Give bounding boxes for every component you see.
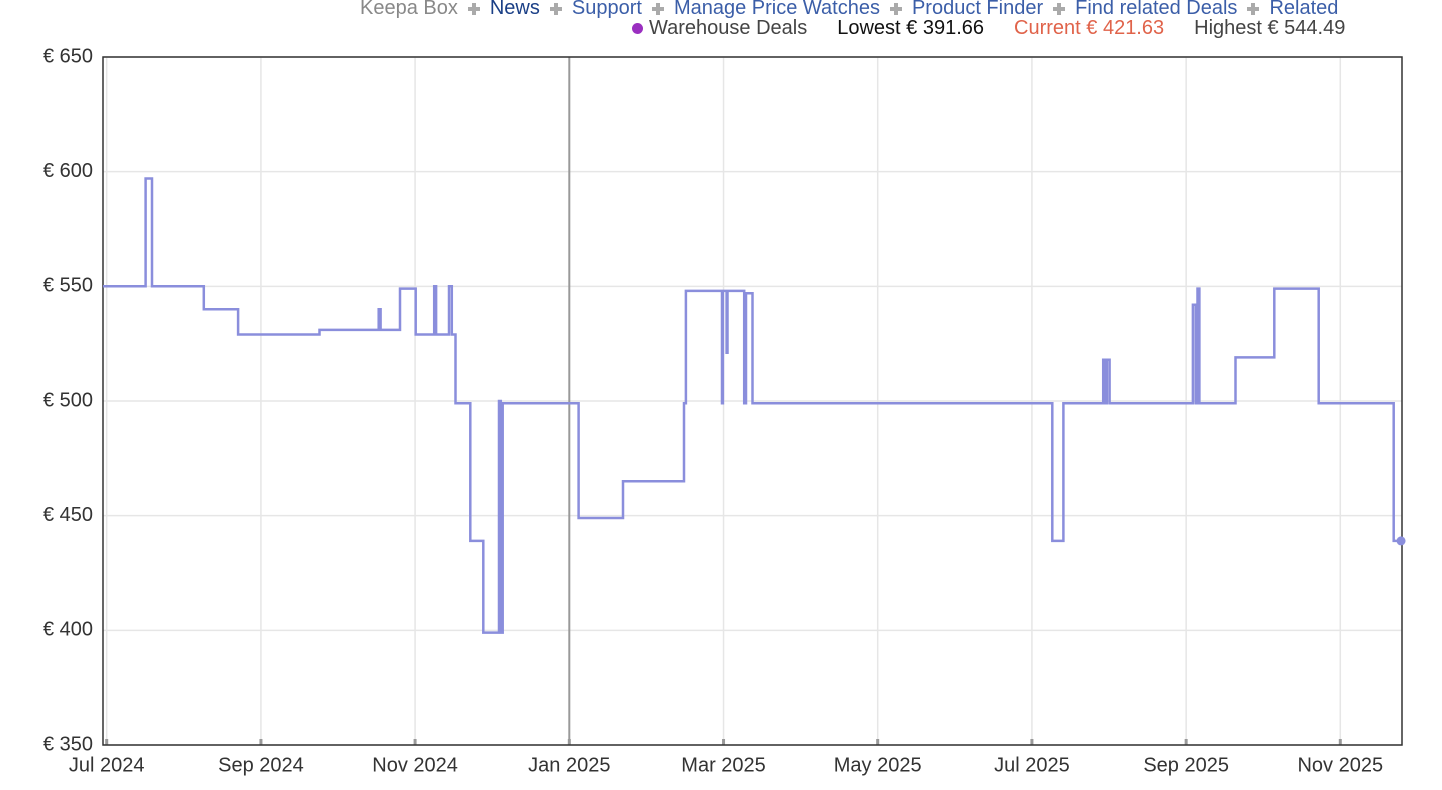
nav-separator bbox=[1247, 2, 1260, 15]
x-tick-label: May 2025 bbox=[834, 754, 922, 776]
nav-separator bbox=[889, 2, 902, 15]
nav-link[interactable]: News bbox=[489, 0, 540, 19]
nav-link[interactable]: Support bbox=[571, 0, 642, 19]
nav-link[interactable]: Keepa Box bbox=[360, 0, 458, 19]
nav-link[interactable]: Related bbox=[1269, 0, 1339, 19]
y-tick-label: € 650 bbox=[43, 45, 93, 67]
nav-link[interactable]: Manage Price Watches bbox=[673, 0, 880, 19]
price-line bbox=[103, 177, 1402, 634]
x-tick-label: Nov 2024 bbox=[372, 754, 458, 776]
end-point bbox=[1396, 536, 1406, 546]
nav-separator bbox=[1053, 2, 1066, 15]
x-tick-label: Jul 2024 bbox=[69, 754, 145, 776]
nav-link[interactable]: Product Finder bbox=[911, 0, 1044, 19]
legend-marker bbox=[632, 23, 643, 34]
x-tick-label: Jul 2025 bbox=[994, 754, 1070, 776]
y-tick-label: € 600 bbox=[43, 160, 93, 182]
x-tick-label: Sep 2024 bbox=[218, 754, 304, 776]
x-tick-label: Mar 2025 bbox=[681, 754, 766, 776]
nav-separator bbox=[549, 2, 562, 15]
nav-separator bbox=[467, 2, 480, 15]
x-tick-label: Sep 2025 bbox=[1143, 754, 1229, 776]
x-tick-label: Nov 2025 bbox=[1297, 754, 1383, 776]
price-stat: Lowest € 391.66 bbox=[837, 17, 985, 39]
y-tick-label: € 400 bbox=[43, 619, 93, 641]
y-tick-label: € 500 bbox=[43, 389, 93, 411]
y-tick-label: € 550 bbox=[43, 275, 93, 297]
nav-separator bbox=[651, 2, 664, 15]
nav-bar: Keepa Box News Support Manage Price Watches… bbox=[360, 0, 1338, 20]
price-stat: Highest € 544.49 bbox=[1194, 17, 1346, 39]
plot-border bbox=[102, 56, 1403, 746]
legend-label: Warehouse Deals bbox=[649, 17, 808, 39]
x-tick-label: Jan 2025 bbox=[528, 754, 610, 776]
y-tick-label: € 450 bbox=[43, 504, 93, 526]
legend: Warehouse Deals Lowest € 391.66 Current €… bbox=[632, 17, 1345, 40]
y-tick-label: € 350 bbox=[43, 733, 93, 755]
price-stat: Current € 421.63 bbox=[1014, 17, 1165, 39]
nav-link[interactable]: Find related Deals bbox=[1075, 0, 1238, 19]
